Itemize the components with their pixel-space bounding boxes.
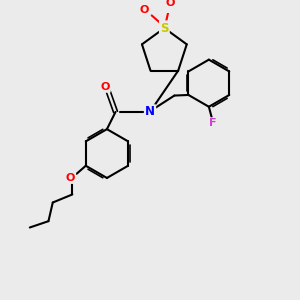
Text: O: O bbox=[66, 173, 75, 183]
Text: F: F bbox=[209, 118, 217, 128]
Text: O: O bbox=[140, 5, 149, 15]
Text: O: O bbox=[165, 0, 175, 8]
Text: O: O bbox=[100, 82, 110, 92]
Text: N: N bbox=[145, 105, 155, 119]
Text: S: S bbox=[160, 22, 169, 34]
